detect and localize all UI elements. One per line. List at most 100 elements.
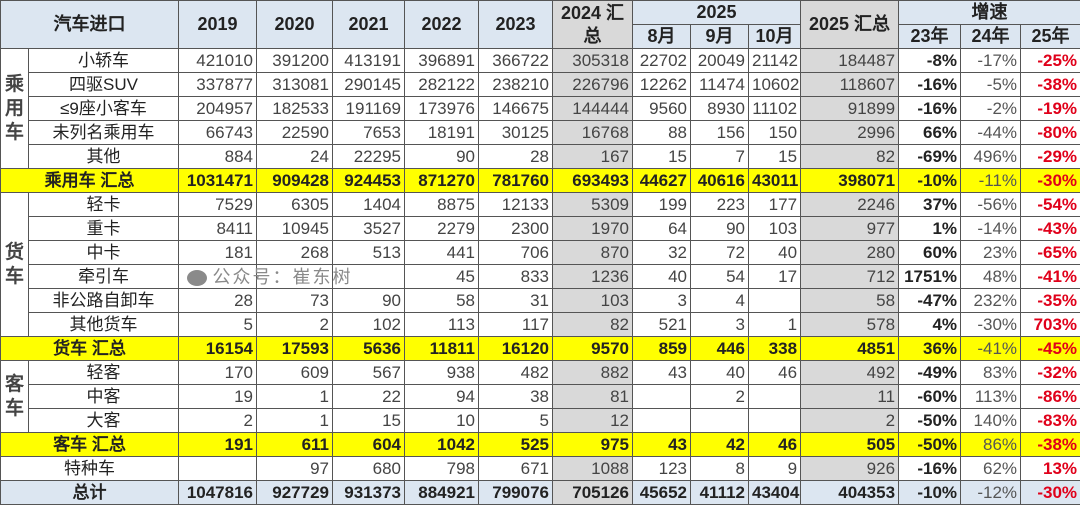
- cell: 3: [632, 288, 691, 313]
- cell: -16%: [898, 456, 962, 481]
- table-row: 特种车 97 680 798 671 1088 123 8 9 926 -16% 62% 13%: [0, 456, 1080, 481]
- cell: -16%: [898, 96, 962, 121]
- cell: 611: [256, 432, 333, 457]
- cell: 9: [747, 456, 802, 481]
- cell: 144444: [552, 96, 633, 121]
- category-label: 客车: [0, 360, 29, 433]
- cell: 398071: [800, 168, 900, 193]
- cell: 290145: [332, 72, 405, 97]
- row-label: 重卡: [28, 216, 179, 241]
- col-2025-group: 2025: [631, 0, 802, 25]
- cell: 40: [632, 264, 691, 289]
- cell: 204957: [178, 96, 257, 121]
- cell: 671: [478, 456, 553, 481]
- cell: 2: [800, 408, 900, 433]
- row-label: ≤9座小客车: [28, 96, 179, 121]
- cell: -30%: [1020, 168, 1080, 193]
- cell: 4%: [898, 312, 962, 337]
- cell: 64: [632, 216, 691, 241]
- subtotal-row: 乘用车 汇总 1031471 909428 924453 871270 781760 693…: [0, 168, 1080, 193]
- cell: [256, 264, 333, 289]
- cell: -12%: [960, 480, 1022, 505]
- cell: 8875: [404, 192, 479, 217]
- row-label: 货车 汇总: [0, 336, 179, 361]
- cell: [178, 456, 257, 481]
- cell: 7: [690, 144, 749, 169]
- col-2024-total: 2024 汇总: [552, 0, 633, 49]
- row-label: 非公路自卸车: [28, 288, 179, 313]
- cell: 58: [404, 288, 479, 313]
- cell: 123: [632, 456, 691, 481]
- col-sep: 9月: [690, 24, 749, 49]
- cell: 91899: [800, 96, 900, 121]
- cell: 73: [256, 288, 333, 313]
- cell: 66%: [898, 120, 962, 145]
- cell: 90: [690, 216, 749, 241]
- cell: 10945: [256, 216, 333, 241]
- cell: -19%: [1020, 96, 1080, 121]
- cell: 66743: [178, 120, 257, 145]
- category-label: 货车: [0, 192, 29, 337]
- cell: 184487: [800, 48, 900, 73]
- cell: 43404: [747, 480, 802, 505]
- cell: 17: [747, 264, 802, 289]
- cell: 2279: [404, 216, 479, 241]
- row-label: 中卡: [28, 240, 179, 265]
- cell: 1047816: [178, 480, 257, 505]
- cell: 102: [332, 312, 405, 337]
- table-row: 大客 2 1 15 10 5 12 2 -50% 140% -83%: [1, 408, 1080, 433]
- cell: 181: [178, 240, 257, 265]
- cell: 94: [404, 384, 479, 409]
- cell: [332, 264, 405, 289]
- cell: 4851: [800, 336, 900, 361]
- cell: 884: [178, 144, 257, 169]
- cell: 799076: [478, 480, 553, 505]
- cell: 13%: [1020, 456, 1080, 481]
- cell: -25%: [1020, 48, 1080, 73]
- col-growth-25: 25年: [1020, 24, 1080, 49]
- cell: -80%: [1020, 120, 1080, 145]
- cell: 567: [332, 360, 405, 385]
- cell: 977: [800, 216, 900, 241]
- cell: 313081: [256, 72, 333, 97]
- cell: 705126: [552, 480, 633, 505]
- cell: 113%: [960, 384, 1022, 409]
- cell: 5: [178, 312, 257, 337]
- cell: 12262: [632, 72, 691, 97]
- cell: 72: [690, 240, 749, 265]
- cell: 882: [552, 360, 633, 385]
- cell: -35%: [1020, 288, 1080, 313]
- cell: 938: [404, 360, 479, 385]
- cell: 1%: [898, 216, 962, 241]
- cell: 45652: [632, 480, 691, 505]
- cell: 492: [800, 360, 900, 385]
- cell: 833: [478, 264, 553, 289]
- row-label: 其他: [28, 144, 179, 169]
- table-row: 重卡 8411 10945 3527 2279 2300 1970 64 90 103 977 1% -…: [1, 216, 1080, 241]
- table-row: 未列名乘用车 66743 22590 7653 18191 30125 16768 88 156…: [1, 120, 1080, 145]
- cell: -44%: [960, 120, 1022, 145]
- cell: 446: [690, 336, 749, 361]
- cell: 975: [552, 432, 633, 457]
- cell: 182533: [256, 96, 333, 121]
- cell: 42: [690, 432, 749, 457]
- cell: 20049: [690, 48, 749, 73]
- cell: 16154: [178, 336, 257, 361]
- cell: 2: [178, 408, 257, 433]
- cell: 909428: [256, 168, 333, 193]
- cell: -43%: [1020, 216, 1080, 241]
- cell: -30%: [1020, 480, 1080, 505]
- cell: 305318: [552, 48, 633, 73]
- cell: -41%: [960, 336, 1022, 361]
- col-oct: 10月: [747, 24, 802, 49]
- table-row: 四驱SUV 337877 313081 290145 282122 238210 22679…: [1, 72, 1080, 97]
- cell: 282122: [404, 72, 479, 97]
- cell: 62%: [960, 456, 1022, 481]
- cell: 226796: [552, 72, 633, 97]
- cell: 2246: [800, 192, 900, 217]
- table-title: 汽车进口: [0, 0, 179, 49]
- cell: -5%: [960, 72, 1022, 97]
- cell: -16%: [898, 72, 962, 97]
- cell: 238210: [478, 72, 553, 97]
- row-label: 未列名乘用车: [28, 120, 179, 145]
